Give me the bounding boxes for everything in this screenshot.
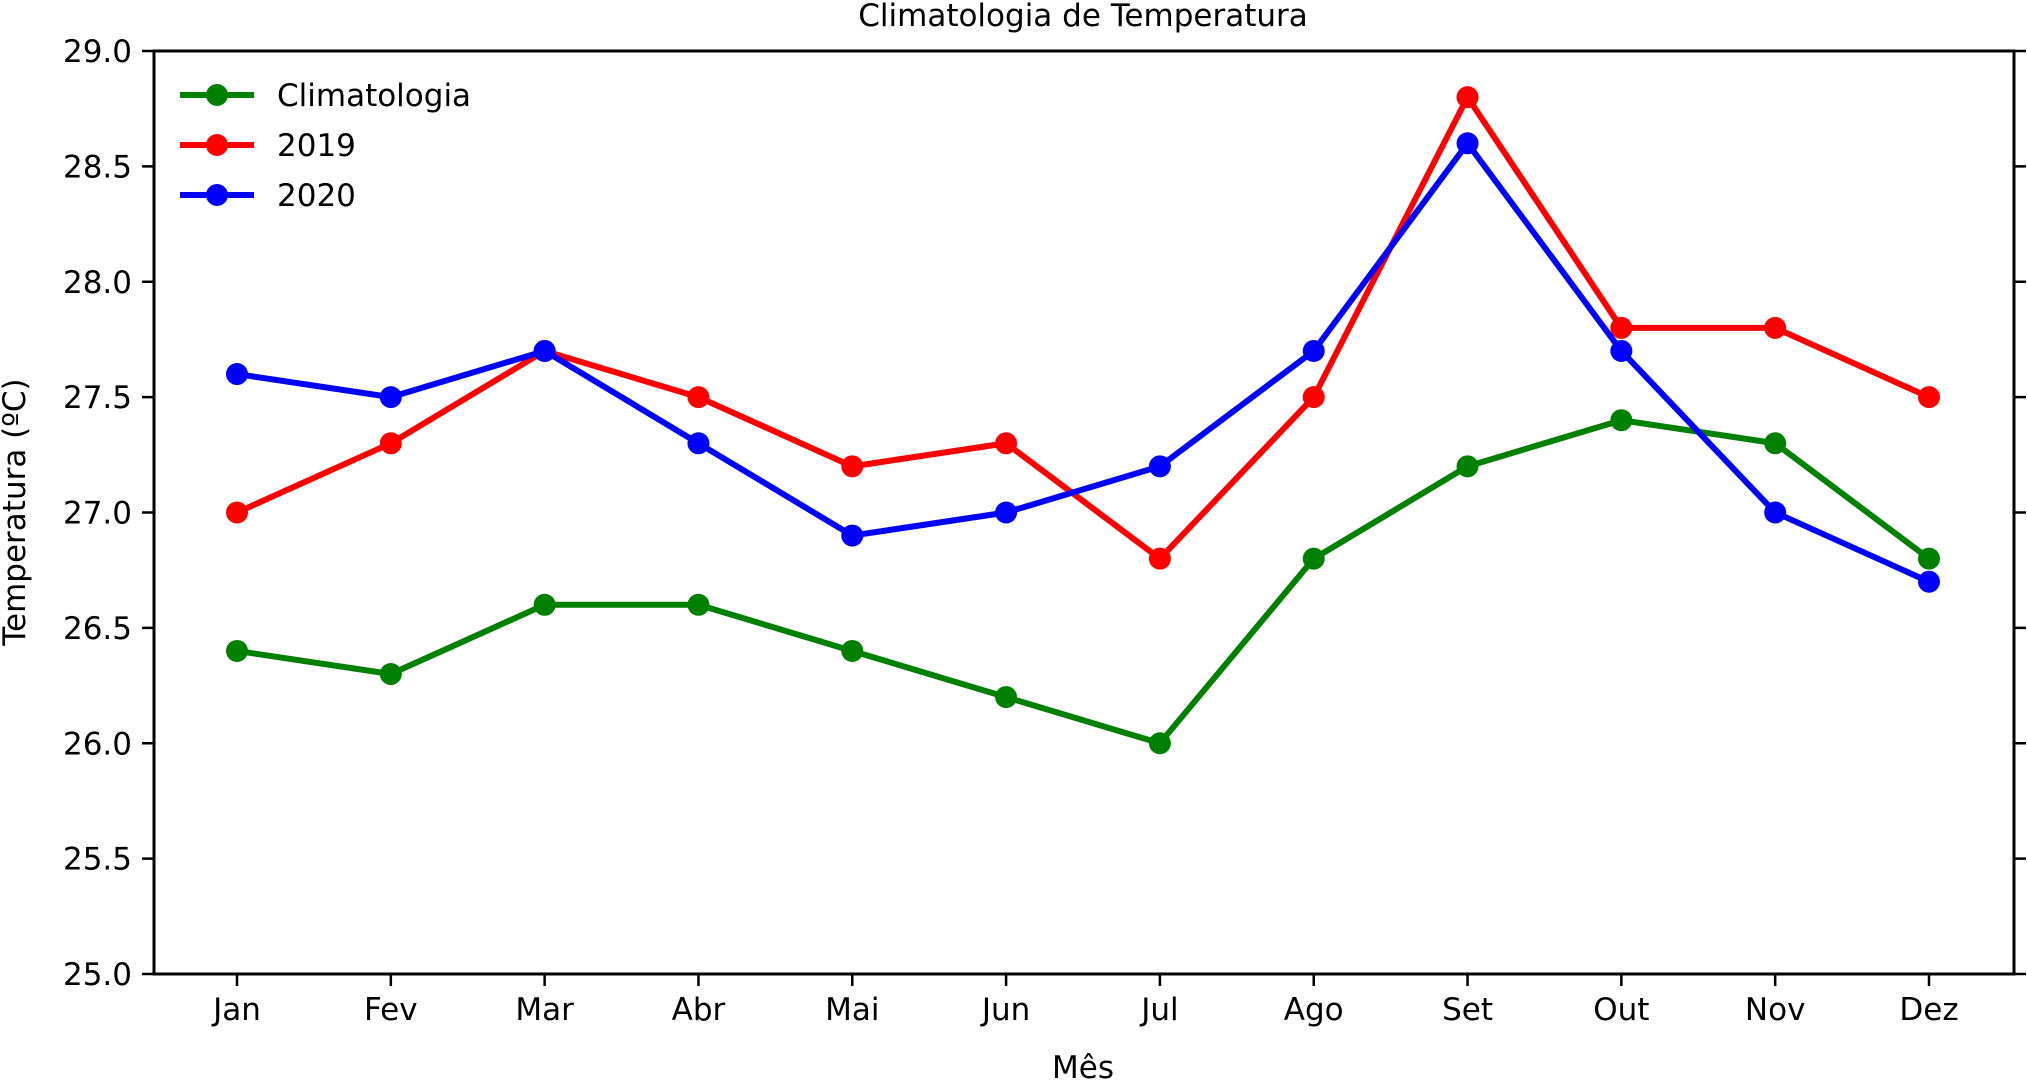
data-point-out: [1610, 409, 1633, 432]
data-point-nov: [1764, 501, 1787, 524]
series-layer: [226, 86, 1940, 755]
y-tick-label: 28.0: [63, 265, 132, 301]
x-tick-label: Mar: [515, 992, 574, 1028]
y-tick-label: 29.0: [63, 34, 132, 70]
data-point-abr: [687, 386, 710, 409]
data-point-nov: [1764, 316, 1787, 339]
legend-swatch-marker: [206, 184, 228, 206]
x-tick-label: Mai: [825, 992, 879, 1028]
data-point-mai: [841, 455, 864, 478]
data-point-set: [1456, 132, 1479, 155]
series-line: [236, 140, 1931, 585]
data-point-jun: [995, 501, 1018, 524]
data-point-abr: [687, 432, 710, 455]
legend-item-2020: 2020: [180, 178, 356, 214]
series-climatologia: [226, 409, 1940, 755]
data-point-nov: [1764, 432, 1787, 455]
series-line: [236, 417, 1931, 747]
x-axis: Jan Fev Mar Abr Mai Jun Jul Ago Set Out Nov Dez: [211, 974, 1959, 1028]
data-point-mar: [533, 593, 556, 616]
legend-label: 2020: [277, 178, 356, 214]
data-point-abr: [687, 593, 710, 616]
data-point-ago: [1302, 386, 1325, 409]
data-point-mai: [841, 639, 864, 662]
x-tick-label: Jun: [980, 992, 1030, 1028]
data-point-out: [1610, 339, 1633, 362]
data-point-mai: [841, 524, 864, 547]
series-2019: [226, 86, 1940, 570]
data-point-out: [1610, 316, 1633, 339]
legend-swatch-marker: [206, 84, 228, 106]
data-point-mar: [533, 339, 556, 362]
x-tick-label: Jul: [1139, 992, 1178, 1028]
x-tick-label: Abr: [672, 992, 726, 1028]
data-point-jul: [1148, 547, 1171, 570]
data-point-ago: [1302, 339, 1325, 362]
x-tick-label: Jan: [211, 992, 261, 1028]
y-tick-label: 27.5: [63, 380, 132, 416]
data-point-jan: [226, 363, 248, 386]
data-point-jul: [1148, 455, 1171, 478]
x-tick-label: Fev: [364, 992, 418, 1028]
y-axis: 25.0 25.5 26.0 26.5 27.0 27.5 28.0 28.5 29.0: [63, 34, 2026, 993]
y-tick-label: 26.5: [63, 611, 132, 647]
legend-item-climatologia: Climatologia: [180, 78, 471, 114]
y-tick-label: 25.5: [63, 842, 132, 878]
data-point-set: [1456, 86, 1479, 109]
x-tick-label: Ago: [1284, 992, 1344, 1028]
y-tick-label: 25.0: [63, 957, 132, 993]
data-point-set: [1456, 455, 1479, 478]
x-tick-label: Set: [1442, 992, 1493, 1028]
data-point-jan: [226, 501, 248, 524]
series-line: [235, 94, 1931, 562]
x-tick-label: Nov: [1745, 992, 1806, 1028]
data-point-fev: [379, 663, 402, 686]
y-tick-label: 26.0: [63, 726, 132, 762]
data-point-jan: [226, 639, 248, 662]
x-tick-label: Dez: [1899, 992, 1958, 1028]
legend: Climatologia 2019 2020: [180, 78, 471, 214]
y-tick-label: 27.0: [63, 496, 132, 532]
data-point-jun: [995, 686, 1018, 709]
data-point-ago: [1302, 547, 1325, 570]
plot-area-frame: [152, 49, 2016, 976]
legend-item-2019: 2019: [180, 128, 356, 164]
legend-label: Climatologia: [277, 78, 471, 114]
series-2020: [226, 132, 1940, 593]
chart-title: Climatologia de Temperatura: [858, 0, 1308, 34]
legend-swatch-marker: [206, 134, 228, 156]
y-axis-label: Temperatura (ºC): [0, 378, 33, 646]
legend-label: 2019: [277, 128, 356, 164]
data-point-fev: [379, 386, 402, 409]
data-point-jul: [1148, 732, 1171, 755]
x-tick-label: Out: [1593, 992, 1649, 1028]
data-point-dez: [1918, 547, 1940, 570]
data-point-fev: [379, 432, 402, 455]
data-point-jun: [995, 432, 1018, 455]
data-point-dez: [1918, 570, 1940, 593]
y-tick-label: 28.5: [63, 149, 132, 185]
x-axis-label: Mês: [1052, 1050, 1114, 1086]
data-point-dez: [1918, 386, 1940, 409]
